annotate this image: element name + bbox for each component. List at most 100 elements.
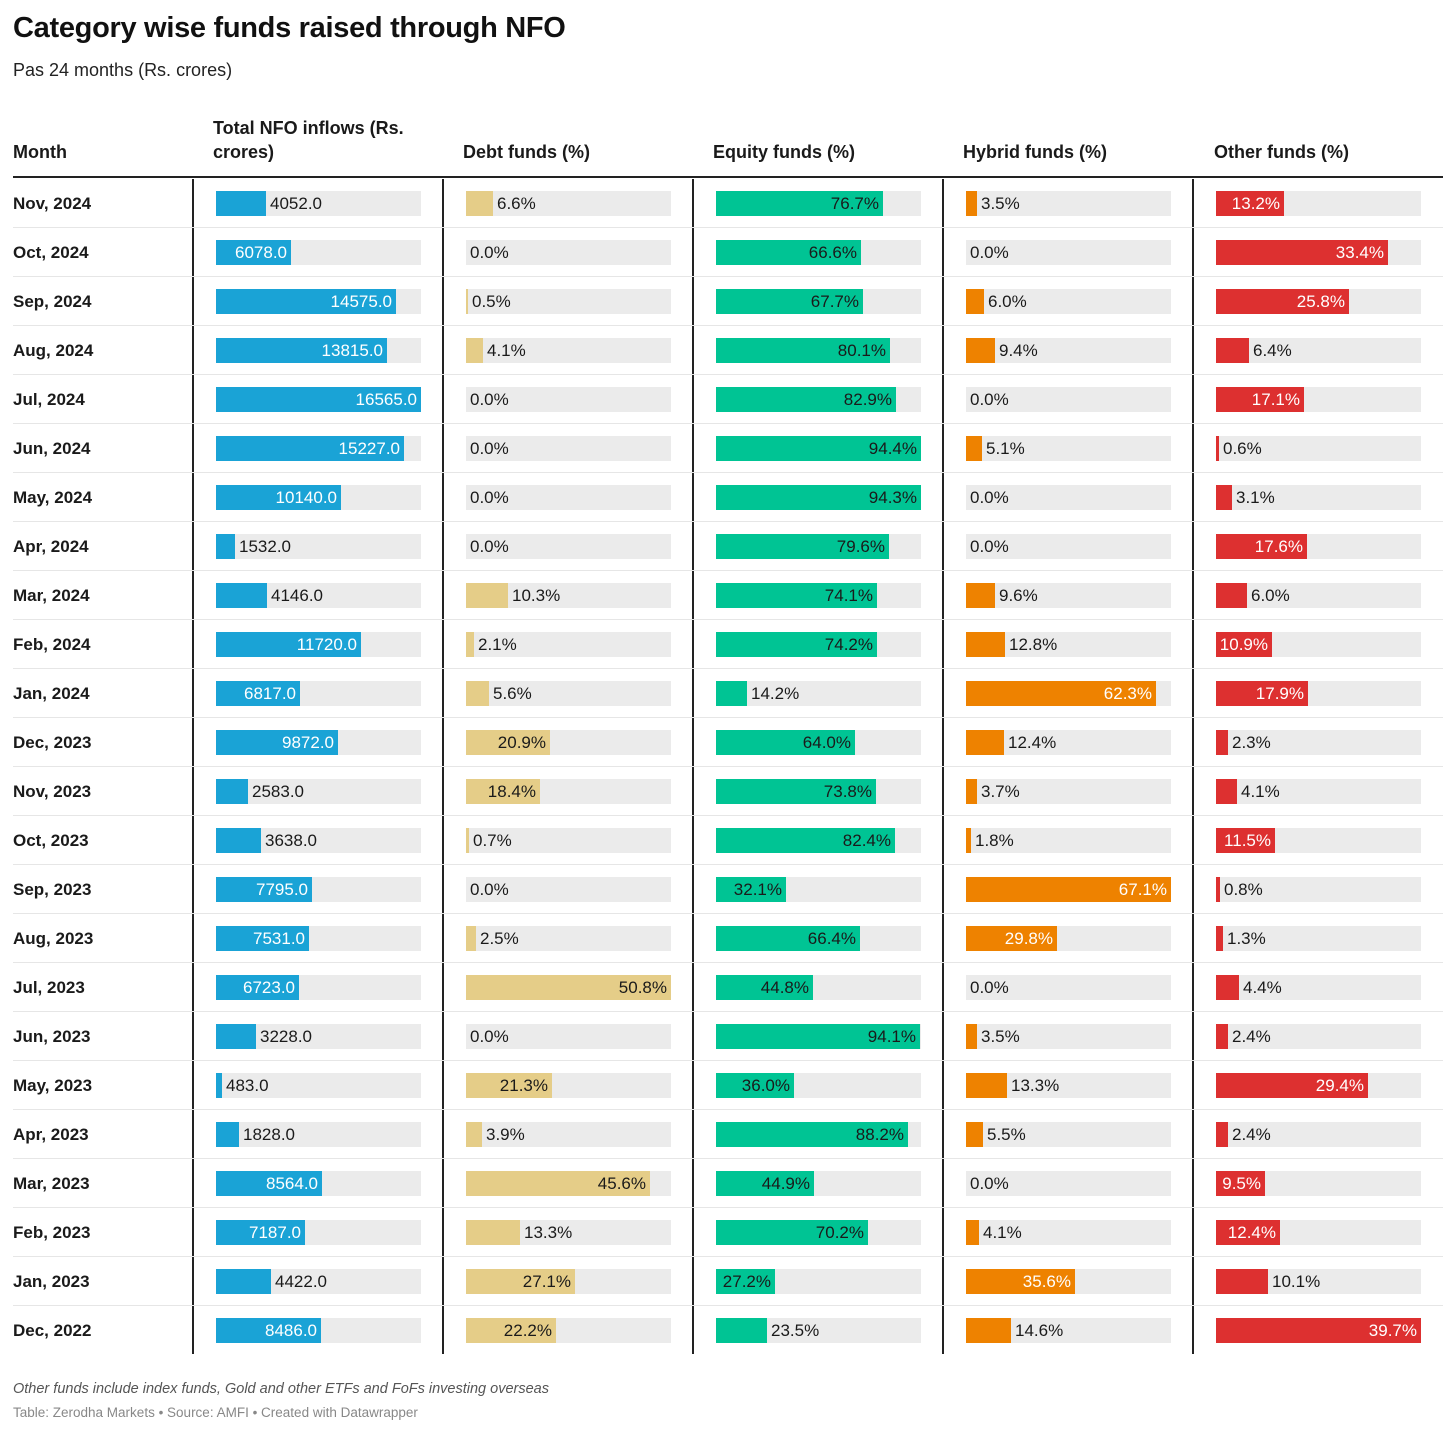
other-funds-cell: 17.9% — [1216, 681, 1421, 706]
table-row: Feb, 2023 7187.0 13.3% 70.2% 4.1% 12.4% — [13, 1208, 1443, 1257]
other-funds-bar — [1216, 877, 1220, 902]
month-label: Dec, 2023 — [13, 733, 92, 752]
total-inflow-value-label: 2583.0 — [252, 782, 304, 801]
other-funds-cell: 4.1% — [1216, 779, 1421, 804]
month-label: Aug, 2024 — [13, 341, 94, 360]
other-funds-value-label: 9.5% — [1222, 1174, 1261, 1193]
hybrid-funds-bar — [966, 779, 977, 804]
hybrid-funds-cell: 0.0% — [966, 534, 1171, 559]
debt-funds-value-label: 22.2% — [503, 1321, 552, 1340]
month-label: May, 2023 — [13, 1076, 93, 1095]
hybrid-funds-cell: 62.3% — [966, 681, 1171, 706]
table-row: Apr, 2023 1828.0 3.9% 88.2% 5.5% 2.4% — [13, 1110, 1443, 1159]
equity-funds-bar — [716, 387, 896, 412]
table-row: Nov, 2023 2583.0 18.4% 73.8% 3.7% 4.1% — [13, 767, 1443, 816]
total-inflow-cell: 7187.0 — [216, 1220, 421, 1245]
month-label: Feb, 2023 — [13, 1223, 91, 1242]
debt-funds-value-label: 2.1% — [478, 635, 517, 654]
total-inflow-cell: 1828.0 — [216, 1122, 421, 1147]
hybrid-funds-bar — [966, 632, 1005, 657]
debt-funds-value-label: 50.8% — [618, 978, 667, 997]
equity-funds-value-label: 74.2% — [824, 635, 873, 654]
hybrid-funds-cell: 5.5% — [966, 1122, 1171, 1147]
hybrid-funds-cell: 13.3% — [966, 1073, 1171, 1098]
equity-funds-value-label: 94.4% — [868, 439, 917, 458]
other-funds-cell: 1.3% — [1216, 926, 1421, 951]
other-funds-cell: 3.1% — [1216, 485, 1421, 510]
month-label: Feb, 2024 — [13, 635, 91, 654]
total-inflow-bar — [216, 975, 299, 1000]
total-inflow-value-label: 8486.0 — [265, 1321, 317, 1340]
other-funds-value-label: 6.0% — [1251, 586, 1290, 605]
hybrid-funds-value-label: 1.8% — [975, 831, 1014, 850]
equity-funds-cell: 94.4% — [716, 436, 921, 461]
other-funds-value-label: 17.1% — [1251, 390, 1300, 409]
hybrid-funds-value-label: 0.0% — [970, 243, 1009, 262]
debt-funds-value-label: 0.0% — [470, 880, 509, 899]
debt-funds-bar — [466, 1171, 650, 1196]
other-funds-bar — [1216, 779, 1237, 804]
debt-funds-value-label: 0.0% — [470, 390, 509, 409]
other-funds-cell: 9.5% — [1216, 1171, 1421, 1196]
equity-funds-value-label: 76.7% — [830, 194, 879, 213]
total-inflow-bar — [216, 681, 300, 706]
table-header: Month Total NFO inflows (Rs. crores) Deb… — [13, 112, 1443, 178]
equity-funds-bar — [716, 1318, 767, 1343]
debt-funds-value-label: 13.3% — [524, 1223, 573, 1242]
table-row: Feb, 2024 11720.0 2.1% 74.2% 12.8% 10.9% — [13, 620, 1443, 669]
total-inflow-bar — [216, 436, 404, 461]
other-funds-cell: 4.4% — [1216, 975, 1421, 1000]
hybrid-funds-value-label: 4.1% — [983, 1223, 1022, 1242]
column-header-hybrid: Hybrid funds (%) — [963, 142, 1107, 162]
debt-funds-bar — [466, 1073, 552, 1098]
debt-funds-cell: 18.4% — [466, 779, 671, 804]
total-inflow-bar — [216, 1171, 322, 1196]
debt-funds-cell: 0.0% — [466, 1024, 671, 1049]
hybrid-funds-cell: 12.4% — [966, 730, 1171, 755]
hybrid-funds-cell: 29.8% — [966, 926, 1171, 951]
debt-funds-value-label: 21.3% — [499, 1076, 548, 1095]
other-funds-cell: 17.1% — [1216, 387, 1421, 412]
total-inflow-bar — [216, 338, 387, 363]
hybrid-funds-cell: 12.8% — [966, 632, 1171, 657]
equity-funds-cell: 44.8% — [716, 975, 921, 1000]
hybrid-funds-value-label: 14.6% — [1015, 1321, 1064, 1340]
table-row: May, 2024 10140.0 0.0% 94.3% 0.0% 3.1% — [13, 473, 1443, 522]
hybrid-funds-value-label: 9.6% — [999, 586, 1038, 605]
other-funds-value-label: 4.4% — [1243, 978, 1282, 997]
total-inflow-bar — [216, 1269, 271, 1294]
total-inflow-bar — [216, 191, 266, 216]
other-funds-bar — [1216, 1073, 1368, 1098]
column-header-equity: Equity funds (%) — [713, 142, 855, 162]
equity-funds-value-label: 70.2% — [815, 1223, 864, 1242]
table-row: Jul, 2024 16565.0 0.0% 82.9% 0.0% 17.1% — [13, 375, 1443, 424]
equity-funds-value-label: 94.1% — [867, 1027, 916, 1046]
equity-funds-cell: 82.9% — [716, 387, 921, 412]
total-inflow-cell: 16565.0 — [216, 387, 421, 412]
total-inflow-cell: 4422.0 — [216, 1269, 421, 1294]
hybrid-funds-value-label: 5.1% — [986, 439, 1025, 458]
equity-funds-cell: 94.3% — [716, 485, 921, 510]
total-inflow-bar — [216, 1220, 305, 1245]
other-funds-bar — [1216, 240, 1388, 265]
other-funds-cell: 0.6% — [1216, 436, 1421, 461]
debt-funds-value-label: 27.1% — [522, 1272, 571, 1291]
total-inflow-cell: 3228.0 — [216, 1024, 421, 1049]
other-funds-value-label: 10.9% — [1219, 635, 1268, 654]
hybrid-funds-bar — [966, 436, 982, 461]
debt-funds-value-label: 10.3% — [512, 586, 561, 605]
debt-funds-value-label: 0.0% — [470, 243, 509, 262]
other-funds-cell: 11.5% — [1216, 828, 1421, 853]
equity-funds-value-label: 88.2% — [855, 1125, 904, 1144]
debt-funds-cell: 5.6% — [466, 681, 671, 706]
debt-funds-cell: 20.9% — [466, 730, 671, 755]
other-funds-bar — [1216, 632, 1272, 657]
hybrid-funds-cell: 3.7% — [966, 779, 1171, 804]
total-inflow-bar — [216, 1024, 256, 1049]
debt-funds-bar — [466, 1122, 482, 1147]
other-funds-value-label: 2.4% — [1232, 1125, 1271, 1144]
total-inflow-bar — [216, 387, 421, 412]
month-label: Oct, 2024 — [13, 243, 89, 262]
equity-funds-value-label: 74.1% — [824, 586, 873, 605]
debt-funds-cell: 0.7% — [466, 828, 671, 853]
